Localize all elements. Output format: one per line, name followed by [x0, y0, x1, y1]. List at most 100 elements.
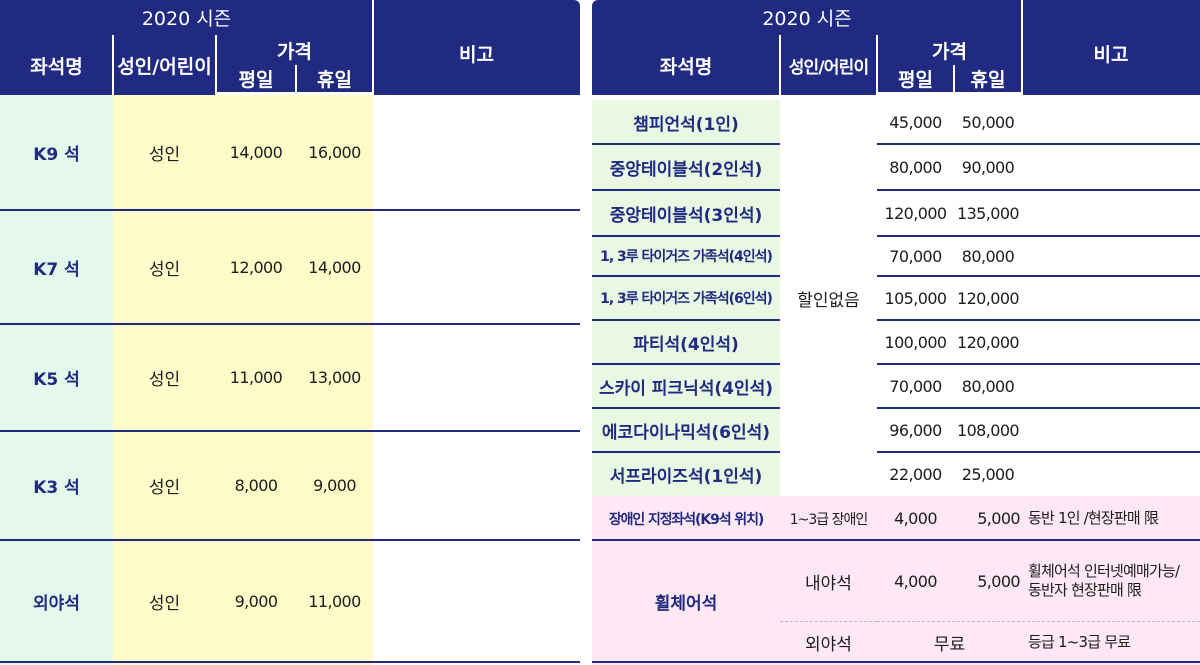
right-weekday-header: 평일: [877, 65, 954, 95]
weekday-price: 4,000: [894, 509, 937, 528]
seat-name: 스카이 피크닉석(4인석): [598, 378, 774, 399]
holiday-price: 5,000: [977, 509, 1020, 528]
left-note-header: 비고: [373, 0, 580, 95]
table-row: 파티석(4인석) 100,000 120,000: [592, 321, 1200, 363]
weekday-price: 14,000: [229, 143, 283, 162]
weekday-price: 70,000: [889, 376, 942, 396]
table-row: K7 석 성인 12,000 14,000: [0, 211, 580, 324]
seat-name: K3 석: [33, 478, 80, 498]
age-value: 성인: [148, 478, 181, 498]
row-divider: [877, 621, 1200, 622]
table-row: K9 석 성인 14,000 16,000: [0, 95, 580, 210]
holiday-price: 120,000: [957, 288, 1020, 308]
left-price-header: 가격: [216, 35, 373, 65]
holiday-price: 25,000: [961, 465, 1015, 484]
age-value: 성인: [148, 260, 181, 280]
table-row: 내야석 4,000 5,000 휠체어석 인터넷예매가능/ 동반자 현장판매 限: [780, 541, 1200, 621]
weekday-price: 80,000: [889, 157, 942, 177]
note-line: 동반자 현장판매 限: [1028, 581, 1142, 599]
right-seat-column-bg: [592, 100, 780, 496]
right-header-divider: [1021, 0, 1023, 95]
note-value: 동반 1인 /현장판매 限: [1028, 509, 1159, 528]
seat-name: 서프라이즈석(1인석): [609, 467, 763, 487]
seat-name: 파티석(4인석): [633, 334, 739, 355]
note-value: 휠체어석 인터넷예매가능/ 동반자 현장판매 限: [1022, 545, 1200, 617]
wheelchair-section-bg: [592, 541, 1200, 665]
left-header-divider: [215, 35, 217, 95]
row-divider: [877, 189, 1200, 191]
row-divider: [877, 451, 1200, 453]
row-divider: [592, 539, 1200, 541]
wheelchair-seat-name: 휠체어석: [654, 593, 718, 614]
holiday-price: 90,000: [961, 157, 1015, 177]
row-divider: [592, 661, 1200, 663]
holiday-price: 5,000: [977, 571, 1020, 591]
seat-name: 1, 3루 타이거즈 가족석(4인석): [600, 249, 773, 265]
row-divider: [0, 539, 580, 541]
table-row: 외야석 무료 등급 1~3급 무료: [780, 622, 1200, 662]
left-header-divider: [295, 65, 297, 95]
right-header-divider: [779, 35, 781, 95]
weekday-price: 120,000: [884, 203, 948, 223]
note-value: 등급 1~3급 무료: [1028, 632, 1131, 651]
seat-name: 장애인 지정좌석(K9석 위치): [608, 511, 764, 528]
left-header-divider: [372, 0, 374, 95]
left-price-column-bg: [113, 95, 373, 665]
row-divider: [592, 189, 780, 191]
weekday-price: 70,000: [889, 246, 942, 266]
age-value: 성인: [148, 145, 181, 165]
holiday-price: 108,000: [957, 420, 1020, 440]
weekday-price: 45,000: [889, 112, 942, 132]
right-price-header: 가격: [877, 35, 1022, 65]
row-divider: [0, 430, 580, 432]
weekday-price: 4,000: [894, 571, 937, 591]
table-row: 서프라이즈석(1인석) 22,000 25,000: [592, 453, 1200, 496]
note-line: 휠체어석 인터넷예매가능/: [1028, 562, 1180, 581]
table-row: 외야석 성인 9,000 11,000: [0, 541, 580, 661]
holiday-price: 11,000: [308, 591, 361, 611]
age-value: 성인: [148, 370, 181, 390]
row-divider: [0, 661, 580, 663]
left-holiday-header: 휴일: [296, 65, 373, 95]
holiday-price: 13,000: [308, 368, 361, 387]
table-row: 에코다이나믹석(6인석) 96,000 108,000: [592, 409, 1200, 451]
age-value: 1~3급 장애인: [789, 511, 869, 528]
row-divider: [592, 143, 780, 145]
seat-name: 에코다이나믹석(6인석): [601, 422, 771, 443]
table-row: 챔피언석(1인) 45,000 50,000: [592, 100, 1200, 144]
price-value: 무료: [933, 634, 966, 655]
row-divider: [780, 621, 877, 622]
holiday-price: 80,000: [961, 246, 1015, 266]
weekday-price: 96,000: [889, 420, 942, 440]
left-season-header: 2020 시즌: [0, 0, 373, 35]
seat-name: 1, 3루 타이거즈 가족석(6인석): [600, 291, 773, 307]
holiday-price: 120,000: [957, 332, 1020, 352]
table-row: 중앙테이블석(2인석) 80,000 90,000: [592, 145, 1200, 189]
row-divider: [592, 235, 780, 237]
weekday-price: 22,000: [889, 465, 942, 484]
age-value: 외야석: [805, 634, 852, 655]
holiday-price: 135,000: [957, 203, 1020, 223]
left-header-divider: [112, 35, 114, 95]
weekday-price: 105,000: [884, 288, 948, 308]
right-header-divider: [953, 65, 955, 95]
row-divider: [877, 235, 1200, 237]
right-holiday-header: 휴일: [954, 65, 1022, 95]
right-note-header: 비고: [1022, 0, 1200, 95]
seat-name: K9 석: [33, 145, 80, 165]
row-divider: [877, 275, 1200, 277]
seat-name: 외야석: [33, 593, 80, 614]
holiday-price: 14,000: [308, 258, 361, 277]
row-divider: [877, 143, 1200, 145]
row-divider: [877, 363, 1200, 365]
left-weekday-header: 평일: [216, 65, 296, 95]
right-season-header: 2020 시즌: [592, 0, 1022, 35]
seat-name: K7 석: [33, 260, 80, 280]
table-row: 1, 3루 타이거즈 가족석(4인석) 70,000 80,000: [592, 237, 1200, 275]
right-age-header: 성인/어린이: [780, 35, 877, 95]
right-seat-header: 좌석명: [592, 35, 780, 95]
seat-name: K5 석: [33, 370, 80, 390]
no-discount-cell: 할인없음: [797, 290, 860, 311]
row-divider: [0, 209, 580, 211]
weekday-price: 8,000: [234, 476, 278, 495]
